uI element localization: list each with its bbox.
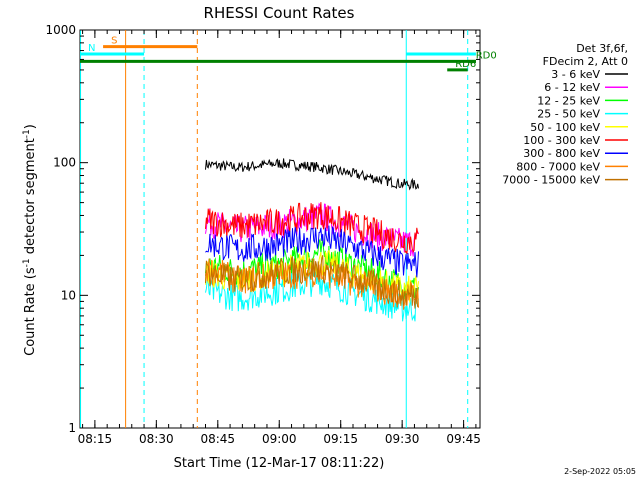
y-axis-label-a: Count Rate (s	[23, 267, 38, 356]
x-axis-label: Start Time (12-Mar-17 08:11:22)	[174, 456, 385, 471]
legend-header-line1: Det 3f,6f,	[576, 42, 628, 55]
y-tick-label-1: 10	[61, 288, 76, 302]
legend-label-2: 12 - 25 keV	[537, 94, 600, 107]
y-tick-label-3: 1000	[45, 23, 76, 37]
flag-label-rd6: RD6	[455, 59, 476, 70]
flag-label-s: S	[111, 36, 117, 47]
y-axis: 1 10 100 1000	[45, 23, 480, 435]
legend-label-1: 6 - 12 keV	[544, 81, 600, 94]
legend-label-4: 50 - 100 keV	[530, 121, 600, 134]
chart-title: RHESSI Count Rates	[204, 4, 355, 22]
x-tick-label-0: 08:15	[78, 432, 113, 446]
x-tick-label-1: 08:30	[139, 432, 174, 446]
x-tick-label-2: 08:45	[200, 432, 235, 446]
legend-label-8: 7000 - 15000 keV	[502, 174, 600, 187]
y-axis-label-sup1: -1	[22, 258, 32, 267]
legend-label-0: 3 - 6 keV	[551, 68, 600, 81]
x-tick-label-6: 09:45	[446, 432, 481, 446]
y-axis-label-b: detector segment	[23, 138, 38, 258]
legend-label-5: 100 - 300 keV	[523, 134, 600, 147]
data-series	[205, 158, 419, 322]
x-tick-label-4: 09:15	[323, 432, 358, 446]
series-line-5	[205, 202, 419, 255]
y-axis-label-c: )	[23, 124, 38, 129]
y-axis-label: Count Rate (s-1 detector segment-1)	[22, 124, 38, 356]
series-line-3	[205, 268, 419, 322]
x-tick-label-3: 09:00	[262, 432, 297, 446]
plot-frame	[79, 29, 481, 429]
y-axis-label-sup2: -1	[22, 129, 32, 138]
legend-header-line2: FDecim 2, Att 0	[543, 55, 628, 68]
flag-label-n: N	[88, 43, 95, 54]
y-tick-label-2: 100	[53, 156, 76, 170]
series-line-0	[205, 158, 419, 191]
y-tick-label-0: 1	[68, 421, 76, 435]
legend-label-3: 25 - 50 keV	[537, 108, 600, 121]
legend-label-7: 800 - 7000 keV	[516, 160, 600, 173]
series-line-6	[205, 225, 419, 278]
flag-label-rd0: RD0	[476, 50, 497, 61]
x-axis: 08:15 08:30 08:45 09:00 09:15 09:30 09:45	[78, 30, 481, 446]
vertical-markers	[80, 30, 469, 428]
legend-label-6: 300 - 800 keV	[523, 147, 600, 160]
series-line-8	[205, 255, 419, 309]
generation-timestamp: 2-Sep-2022 05:05	[564, 467, 636, 476]
x-tick-label-5: 09:30	[385, 432, 420, 446]
